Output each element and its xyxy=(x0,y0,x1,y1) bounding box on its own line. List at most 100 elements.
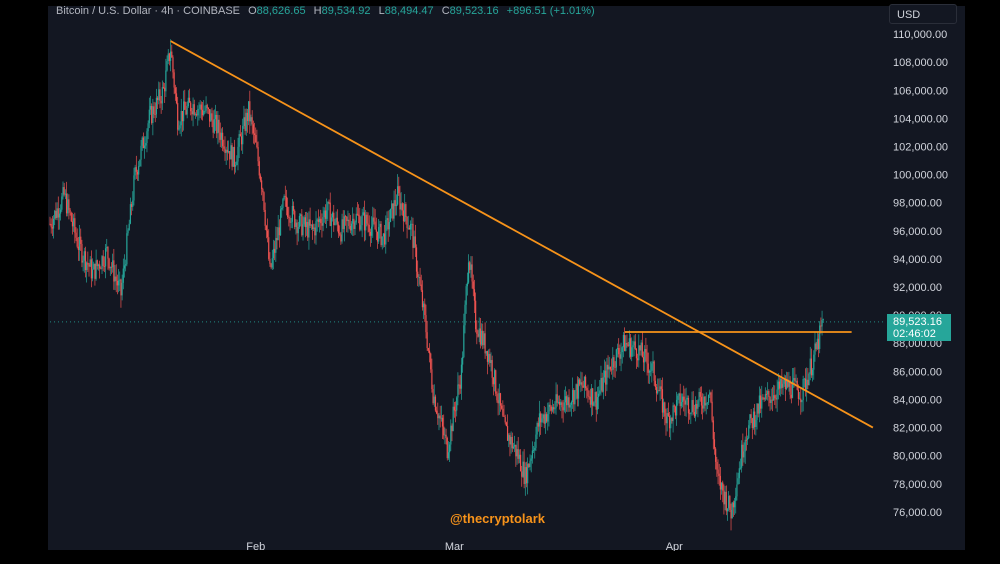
bottom-bar xyxy=(0,551,1000,564)
candle-body xyxy=(447,452,450,459)
candle-body xyxy=(658,390,660,392)
candle-body xyxy=(531,450,533,459)
candle-body xyxy=(557,401,560,403)
candle-body xyxy=(558,401,561,405)
candle-body xyxy=(78,236,81,251)
candle-body xyxy=(136,171,139,175)
candle-body xyxy=(393,200,395,219)
candle-body xyxy=(566,396,568,406)
candle-body xyxy=(567,397,569,406)
candle-body xyxy=(599,390,601,394)
candle-body xyxy=(296,222,298,234)
candle-body xyxy=(99,264,101,269)
y-tick-label: 80,000.00 xyxy=(893,451,942,463)
candle-body xyxy=(491,360,493,378)
candle-body xyxy=(121,282,123,296)
candle-body xyxy=(819,325,821,349)
y-tick-label: 86,000.00 xyxy=(893,366,942,378)
candle-body xyxy=(269,258,271,264)
candle-body xyxy=(702,405,704,409)
candle-body xyxy=(451,425,453,432)
candle-body xyxy=(452,406,454,432)
candle-body xyxy=(155,97,158,115)
candle-body xyxy=(605,370,607,385)
candle-body xyxy=(756,403,758,420)
candle-body xyxy=(330,217,332,226)
candle-body xyxy=(642,357,645,363)
candle-body xyxy=(328,201,330,203)
candle-body xyxy=(633,341,635,346)
candle-body xyxy=(300,214,302,216)
change-value: +896.51 (+1.01%) xyxy=(506,5,595,17)
candle-body xyxy=(89,259,91,267)
candle-body xyxy=(622,334,625,348)
candle-body xyxy=(765,394,768,395)
chart-pane[interactable] xyxy=(48,6,965,550)
candle-body xyxy=(190,102,192,112)
candle-body xyxy=(534,447,536,451)
candle-body xyxy=(544,414,546,424)
candle-body xyxy=(550,406,552,411)
candle-body xyxy=(790,394,792,398)
candle-body xyxy=(579,379,581,385)
candle-body xyxy=(754,411,756,427)
currency-selector[interactable]: USD xyxy=(889,4,957,24)
candle-body xyxy=(678,393,680,396)
candle-body xyxy=(505,422,507,426)
candle-body xyxy=(138,166,140,175)
candle-body xyxy=(310,224,312,226)
candle-body xyxy=(229,151,231,160)
symbol-title[interactable]: Bitcoin / U.S. Dollar · 4h · COINBASE xyxy=(56,5,240,17)
candle-body xyxy=(173,72,175,88)
candle-body xyxy=(553,407,555,410)
candle-body xyxy=(772,395,775,401)
candle-body xyxy=(430,353,432,370)
candle-body xyxy=(308,219,310,238)
candle-body xyxy=(590,388,593,405)
candle-body xyxy=(711,401,713,421)
close-label: C xyxy=(441,5,450,17)
candle-body xyxy=(801,400,803,403)
candle-body xyxy=(822,319,824,320)
candle-body xyxy=(82,260,84,263)
y-tick-label: 102,000.00 xyxy=(893,141,948,153)
candle-body xyxy=(663,402,665,413)
candle-body xyxy=(504,417,506,423)
candle-body xyxy=(761,397,763,409)
candle-body xyxy=(122,268,124,283)
high-label: H xyxy=(313,5,322,17)
watermark: @thecryptolark xyxy=(450,511,546,526)
candle-body xyxy=(298,215,301,228)
candle-body xyxy=(213,119,215,133)
candle-body xyxy=(245,112,247,131)
candle-body xyxy=(471,264,473,282)
candle-body xyxy=(647,363,649,373)
candle-body xyxy=(704,396,706,406)
candle-body xyxy=(340,234,342,242)
candle-body xyxy=(212,120,214,133)
candle-body xyxy=(153,106,155,115)
candle-body xyxy=(692,400,694,412)
candle-body xyxy=(434,396,437,411)
candle-body xyxy=(672,405,674,422)
candle-body xyxy=(547,414,549,422)
candle-body xyxy=(659,386,661,392)
candle-body xyxy=(428,350,431,354)
candle-body xyxy=(210,113,212,122)
y-tick-label: 76,000.00 xyxy=(893,507,942,519)
candle-body xyxy=(676,399,678,416)
candle-body xyxy=(671,418,673,422)
candle-body xyxy=(175,93,178,104)
candle-body xyxy=(542,414,544,419)
candle-body xyxy=(152,106,154,124)
candle-body xyxy=(470,264,472,270)
x-tick-label: Feb xyxy=(246,541,265,553)
candle-body xyxy=(433,396,435,404)
candle-body xyxy=(372,217,374,227)
candle-body xyxy=(321,223,323,226)
candle-body xyxy=(369,231,372,236)
candle-body xyxy=(95,260,97,279)
candle-body xyxy=(800,398,802,403)
candle-body xyxy=(342,219,344,230)
